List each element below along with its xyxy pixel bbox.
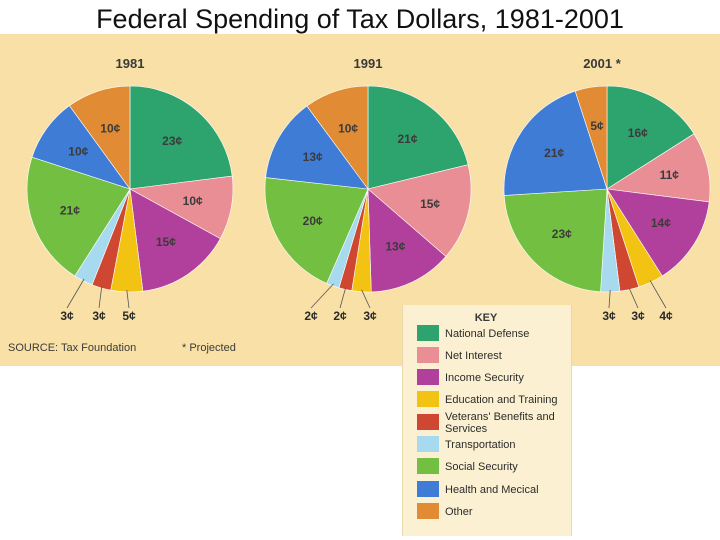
pie-title: 1991 bbox=[354, 56, 383, 71]
slice-label-income-security: 14¢ bbox=[651, 216, 671, 230]
slice-health-and-mecical bbox=[503, 90, 608, 196]
key-label: Education and Training bbox=[445, 394, 558, 406]
key-item-transportation: Transportation bbox=[417, 436, 516, 452]
slice-income-security bbox=[367, 188, 447, 293]
slice-label-social-security: 21¢ bbox=[60, 204, 80, 218]
key-legend: KEY National Defense Net Interest Income Se… bbox=[417, 312, 558, 519]
slice-income-security bbox=[606, 188, 710, 277]
slice-label-net-interest: 10¢ bbox=[183, 194, 203, 208]
slice-label-transportation: 3¢ bbox=[60, 309, 74, 323]
projected-note: * Projected bbox=[182, 342, 236, 354]
slice-label-national-defense: 23¢ bbox=[162, 134, 182, 148]
slice-label-health-and-mecical: 10¢ bbox=[68, 145, 88, 159]
key-item-net-interest: Net Interest bbox=[417, 347, 502, 363]
leader-line-transportation bbox=[66, 278, 85, 309]
slice-income-security bbox=[129, 188, 221, 292]
slice-other bbox=[574, 85, 608, 190]
slice-label-other: 10¢ bbox=[100, 121, 120, 135]
slice-label-health-and-mecical: 21¢ bbox=[544, 146, 564, 160]
pie-title: 2001 * bbox=[583, 56, 622, 71]
key-label: Other bbox=[445, 506, 473, 518]
slice-label-education-and-training: 3¢ bbox=[363, 309, 377, 323]
slice-social-security bbox=[26, 156, 131, 277]
slice-other bbox=[306, 85, 369, 190]
slice-net-interest bbox=[606, 133, 711, 203]
slice-national-defense bbox=[606, 85, 695, 190]
slice-net-interest bbox=[367, 164, 472, 257]
slice-label-veterans-benefits-and-services: 3¢ bbox=[631, 309, 645, 323]
leader-line-transportation bbox=[310, 283, 334, 309]
slice-label-education-and-training: 5¢ bbox=[122, 309, 136, 323]
pie-year-2001: 2001 * 16¢ 11¢ 14¢ 23¢ 21¢ 5¢ 3¢ 3¢ 4¢ bbox=[503, 56, 711, 323]
pie-group: 1981 23¢ 10¢ 15¢ 21¢ 10¢ 10¢ 3¢ 3¢ 5¢ 1991 21¢ 15¢ 13… bbox=[26, 56, 711, 323]
key-item-education-and-training: Education and Training bbox=[417, 391, 558, 407]
slice-label-income-security: 13¢ bbox=[385, 240, 405, 254]
key-item-income-security: Income Security bbox=[417, 369, 524, 385]
key-item-health-and-mecical: Health and Mecical bbox=[417, 481, 539, 497]
leader-line-veterans-benefits-and-services bbox=[628, 287, 639, 309]
slice-label-transportation: 2¢ bbox=[304, 309, 318, 323]
key-label: Veterans' Benefits and bbox=[445, 411, 555, 423]
key-swatch bbox=[417, 391, 439, 407]
slice-national-defense bbox=[367, 85, 469, 190]
leader-line-education-and-training bbox=[361, 289, 371, 309]
key-swatch bbox=[417, 481, 439, 497]
key-label: Health and Mecical bbox=[445, 484, 539, 496]
key-label: Income Security bbox=[445, 372, 524, 384]
leader-line-transportation bbox=[608, 289, 611, 309]
pie-title: 1981 bbox=[116, 56, 145, 71]
key-swatch bbox=[417, 414, 439, 430]
slice-label-net-interest: 15¢ bbox=[420, 197, 440, 211]
key-item-other: Other bbox=[417, 503, 473, 519]
key-label: Social Security bbox=[445, 461, 518, 473]
slice-health-and-mecical bbox=[265, 105, 369, 190]
leader-line-veterans-benefits-and-services bbox=[98, 285, 103, 309]
slice-other bbox=[69, 85, 131, 190]
key-label: Transportation bbox=[445, 439, 516, 451]
slice-label-social-security: 20¢ bbox=[303, 214, 323, 228]
key-swatch bbox=[417, 503, 439, 519]
slice-label-net-interest: 11¢ bbox=[660, 168, 680, 182]
key-swatch bbox=[417, 369, 439, 385]
pie-year-1991: 1991 21¢ 15¢ 13¢ 20¢ 13¢ 10¢ 2¢ 2¢ 3¢ bbox=[264, 56, 472, 323]
slide-title: Federal Spending of Tax Dollars, 1981-20… bbox=[96, 4, 624, 34]
key-label: Net Interest bbox=[445, 350, 502, 362]
leader-line-education-and-training bbox=[649, 280, 667, 309]
slice-label-other: 5¢ bbox=[590, 119, 604, 133]
leader-line-education-and-training bbox=[126, 289, 130, 309]
slice-label-other: 10¢ bbox=[338, 121, 358, 135]
key-label: Services bbox=[445, 423, 488, 435]
slice-label-veterans-benefits-and-services: 3¢ bbox=[92, 309, 106, 323]
slice-label-income-security: 15¢ bbox=[156, 235, 176, 249]
key-label: National Defense bbox=[445, 328, 529, 340]
key-item-social-security: Social Security bbox=[417, 458, 518, 474]
slice-label-veterans-benefits-and-services: 2¢ bbox=[333, 309, 347, 323]
slice-label-health-and-mecical: 13¢ bbox=[303, 150, 323, 164]
slice-label-transportation: 3¢ bbox=[602, 309, 616, 323]
slice-national-defense bbox=[129, 85, 233, 190]
slice-label-education-and-training: 4¢ bbox=[659, 309, 673, 323]
leader-line-veterans-benefits-and-services bbox=[339, 287, 347, 309]
slice-social-security bbox=[264, 177, 369, 284]
slice-label-national-defense: 16¢ bbox=[628, 126, 648, 140]
source-note: SOURCE: Tax Foundation bbox=[8, 342, 136, 354]
key-title: KEY bbox=[475, 312, 498, 324]
key-swatch bbox=[417, 347, 439, 363]
slice-social-security bbox=[503, 188, 608, 293]
key-item-national-defense: National Defense bbox=[417, 325, 529, 341]
key-swatch bbox=[417, 436, 439, 452]
key-swatch bbox=[417, 458, 439, 474]
pie-year-1981: 1981 23¢ 10¢ 15¢ 21¢ 10¢ 10¢ 3¢ 3¢ 5¢ bbox=[26, 56, 234, 323]
slice-label-national-defense: 21¢ bbox=[397, 132, 417, 146]
key-swatch bbox=[417, 325, 439, 341]
slice-label-social-security: 23¢ bbox=[552, 227, 572, 241]
